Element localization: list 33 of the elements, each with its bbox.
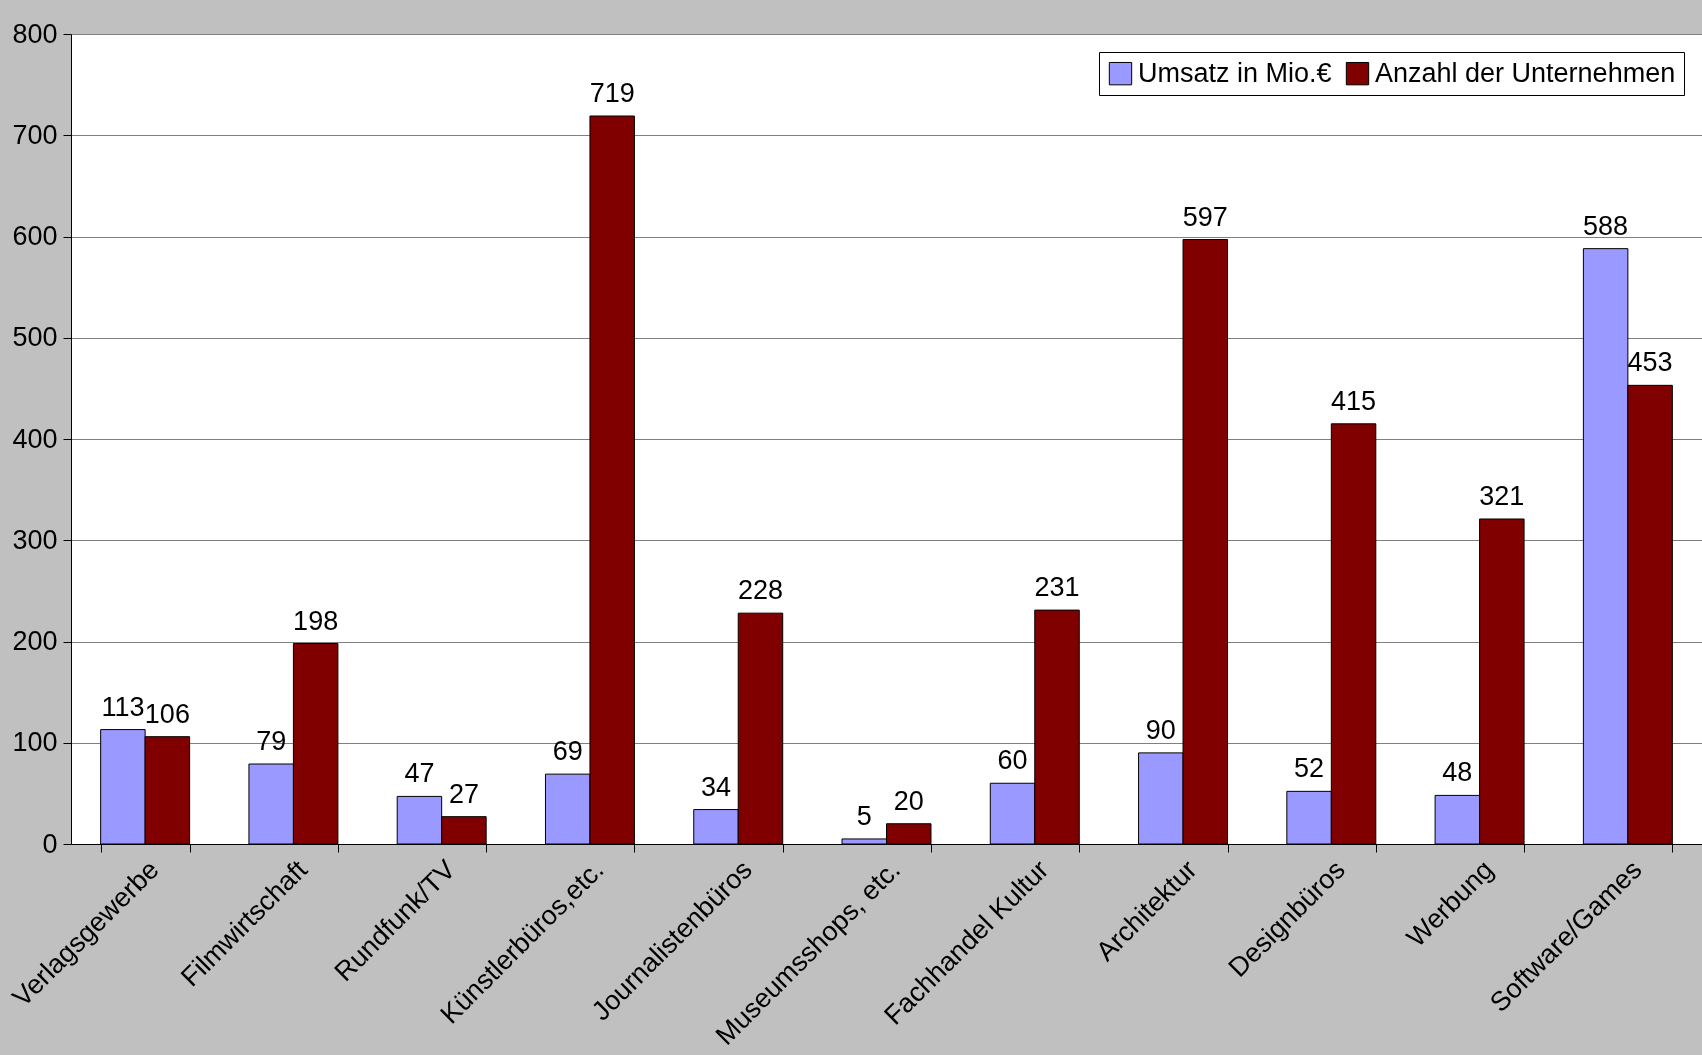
y-tick-label: 500 — [12, 322, 58, 353]
data-label: 231 — [1034, 572, 1080, 603]
data-label: 90 — [1145, 714, 1176, 745]
data-label: 106 — [144, 698, 190, 729]
data-label: 228 — [737, 575, 783, 606]
data-label: 47 — [404, 758, 435, 789]
data-label: 69 — [552, 736, 583, 767]
legend-label: Anzahl der Unternehmen — [1375, 57, 1676, 88]
data-label: 113 — [101, 691, 145, 722]
data-label: 20 — [893, 785, 924, 816]
y-tick-label: 600 — [12, 221, 58, 251]
data-label: 597 — [1182, 201, 1228, 232]
data-label: 321 — [1479, 480, 1525, 511]
y-tick-label: 100 — [12, 727, 58, 758]
data-label: 60 — [997, 745, 1028, 776]
y-tick-label: 0 — [42, 828, 58, 859]
data-label: 198 — [293, 605, 339, 636]
data-label: 453 — [1627, 347, 1673, 378]
legend-label: Umsatz in Mio.€ — [1138, 57, 1332, 88]
y-tick-label: 200 — [12, 626, 58, 656]
y-tick-label: 400 — [12, 423, 58, 454]
data-label: 52 — [1294, 753, 1325, 784]
data-label: 34 — [700, 771, 732, 802]
data-label: 415 — [1331, 385, 1377, 416]
y-tick-label: 700 — [12, 119, 58, 150]
data-label: 48 — [1442, 757, 1473, 788]
data-label: 5 — [856, 800, 872, 831]
y-tick-label: 800 — [12, 18, 58, 49]
data-label: 719 — [589, 78, 635, 109]
data-label: 79 — [256, 726, 287, 757]
data-label: 588 — [1583, 210, 1629, 241]
y-tick-label: 300 — [12, 524, 58, 555]
data-label: 27 — [448, 778, 479, 809]
